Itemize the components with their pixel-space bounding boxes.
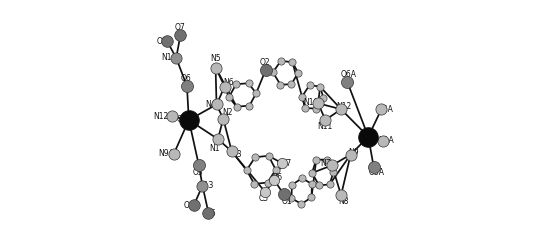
Point (337, 107, 346, 111)
Point (211, 66, 220, 69)
Point (278, 162, 287, 165)
Text: N12A: N12A (153, 112, 174, 121)
Point (204, 211, 213, 215)
Text: C7: C7 (281, 159, 291, 168)
Text: O3A: O3A (369, 168, 385, 177)
Point (190, 203, 199, 207)
Text: O6: O6 (181, 74, 192, 84)
Point (321, 118, 330, 122)
Text: O4: O4 (184, 201, 195, 210)
Point (377, 107, 386, 111)
Text: Cu1A: Cu1A (358, 135, 379, 144)
Text: Cu1: Cu1 (176, 115, 191, 125)
Point (219, 117, 228, 121)
Text: O7: O7 (174, 23, 185, 32)
Point (227, 150, 236, 153)
Text: N9: N9 (348, 148, 359, 157)
Text: N6: N6 (223, 78, 234, 87)
Point (346, 153, 355, 156)
Point (364, 135, 373, 139)
Text: N13: N13 (198, 181, 213, 190)
Text: C6: C6 (273, 173, 283, 182)
Text: N2: N2 (222, 108, 232, 117)
Point (213, 137, 222, 141)
Point (343, 80, 352, 84)
Point (167, 114, 176, 118)
Point (270, 178, 279, 182)
Point (261, 190, 270, 194)
Text: N10: N10 (304, 98, 319, 107)
Point (261, 68, 270, 72)
Point (194, 163, 203, 167)
Point (369, 165, 378, 169)
Point (162, 39, 171, 43)
Point (337, 193, 346, 197)
Text: C5: C5 (259, 194, 269, 203)
Point (314, 101, 323, 105)
Point (184, 118, 193, 122)
Text: N4: N4 (205, 100, 216, 108)
Text: N1: N1 (209, 144, 220, 153)
Text: N9A: N9A (158, 149, 175, 158)
Text: N5: N5 (210, 54, 221, 63)
Point (220, 85, 229, 89)
Text: N4A: N4A (377, 105, 393, 114)
Point (172, 56, 181, 60)
Text: O3: O3 (193, 168, 203, 177)
Text: N11: N11 (317, 122, 333, 131)
Point (279, 192, 288, 196)
Text: O5: O5 (206, 209, 217, 218)
Point (328, 163, 337, 167)
Text: N8: N8 (338, 197, 349, 206)
Text: O8: O8 (157, 37, 167, 46)
Text: N12: N12 (337, 102, 352, 111)
Text: O2: O2 (259, 58, 270, 67)
Point (378, 139, 387, 143)
Text: O1: O1 (281, 197, 292, 206)
Text: N1A: N1A (379, 137, 394, 145)
Text: N3: N3 (231, 150, 241, 159)
Point (183, 84, 192, 88)
Text: O6A: O6A (340, 70, 357, 79)
Point (169, 152, 178, 156)
Text: N14: N14 (161, 54, 176, 62)
Point (212, 102, 221, 106)
Point (198, 184, 207, 187)
Text: N7: N7 (320, 159, 330, 168)
Point (176, 33, 185, 36)
